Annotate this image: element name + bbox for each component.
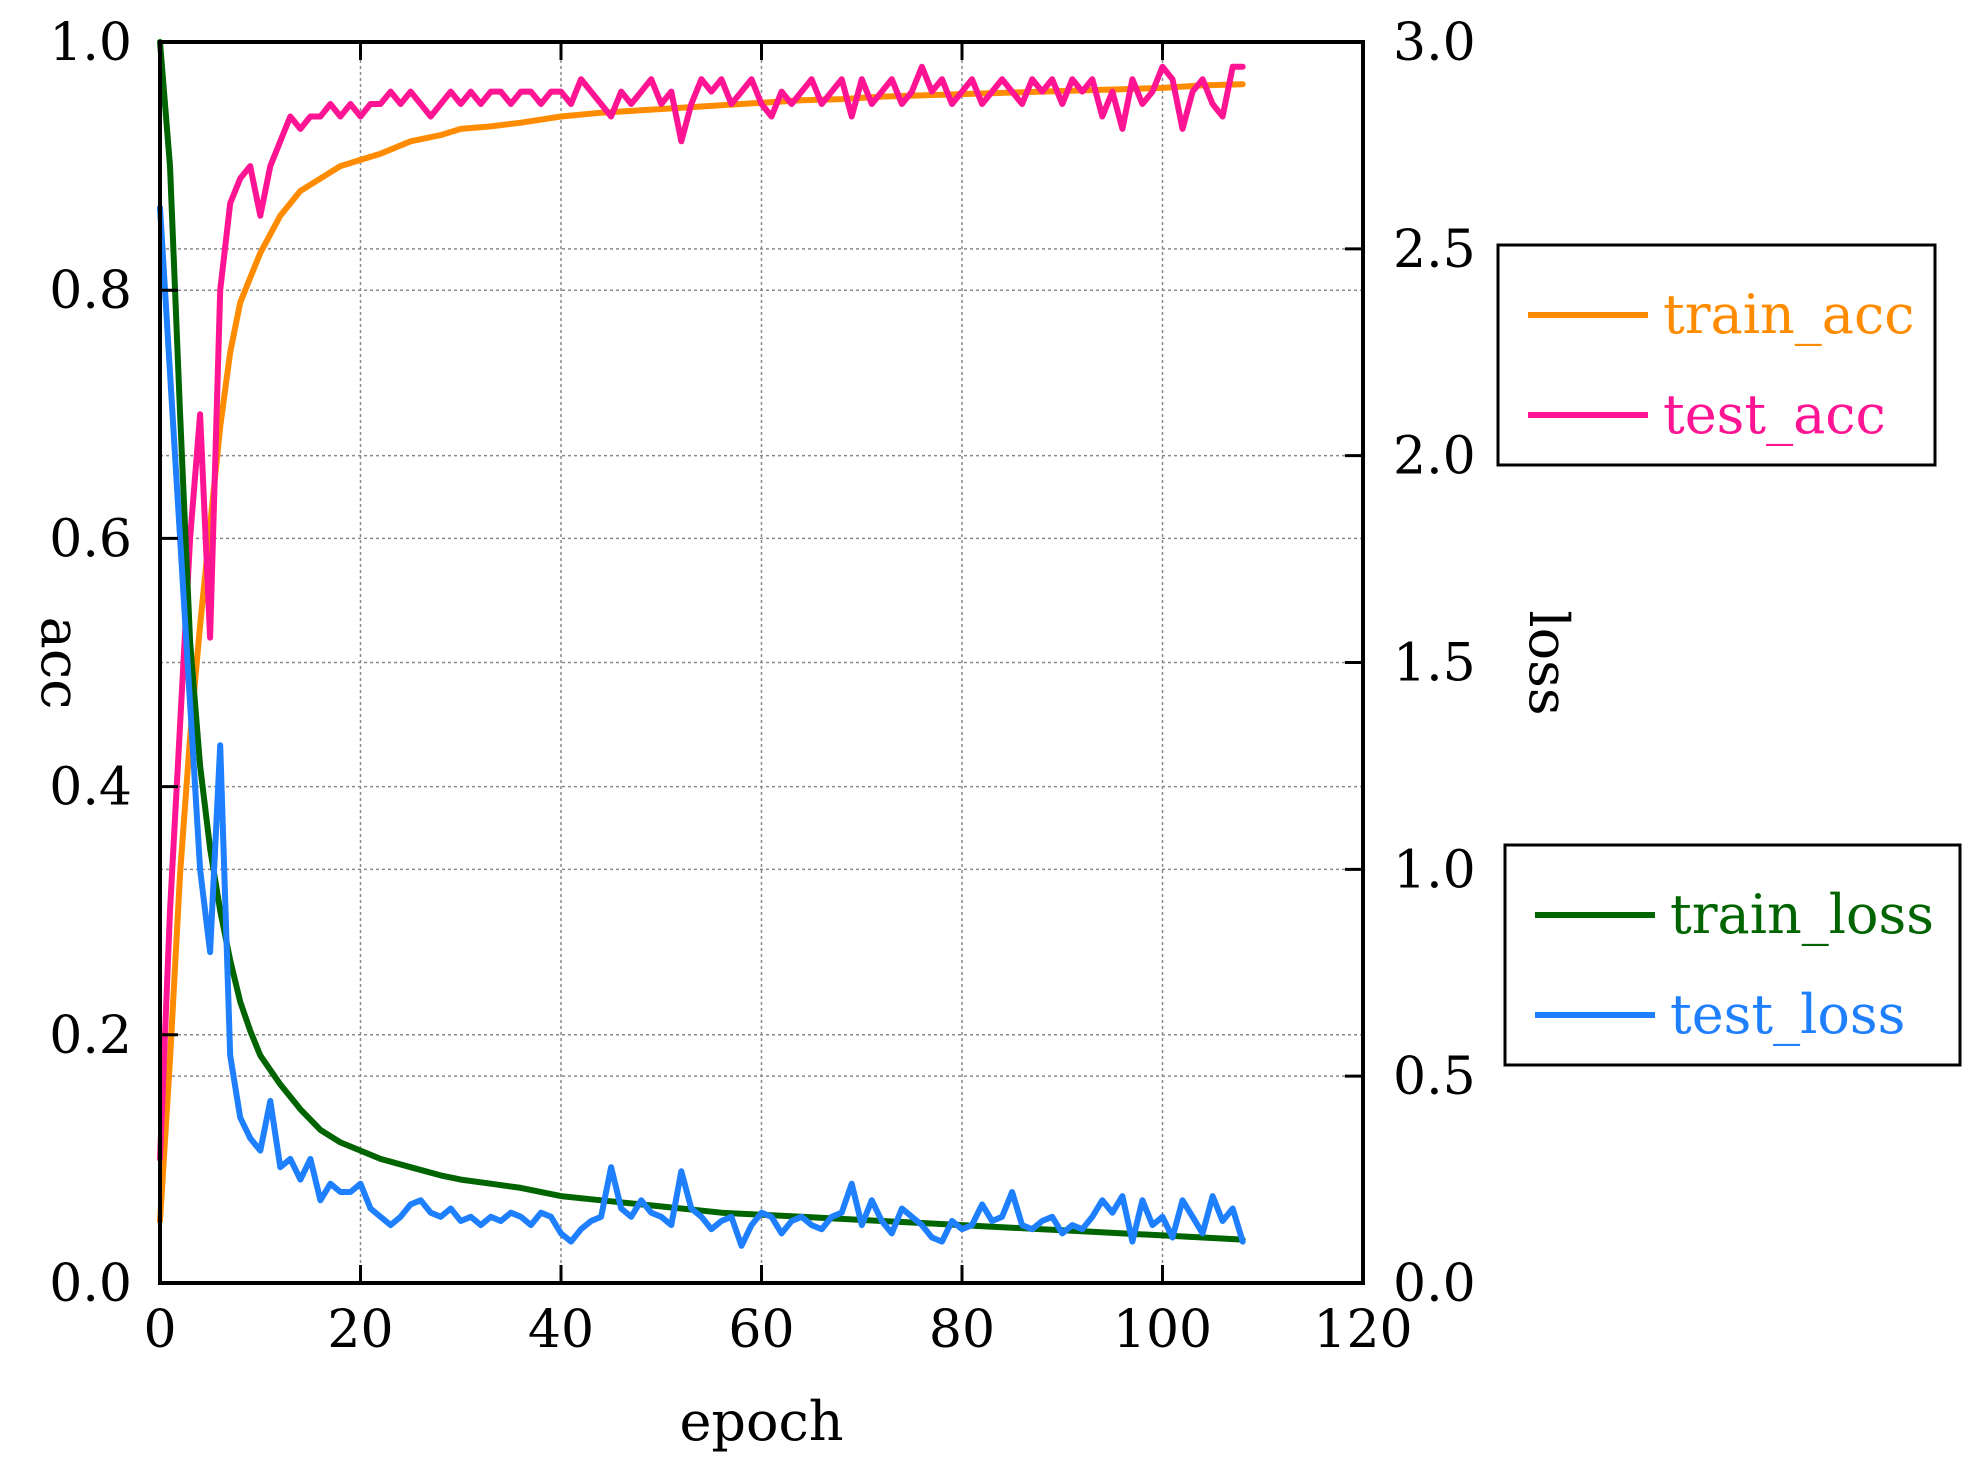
x-tick-label: 120 [1313,1300,1412,1360]
series-line-train-acc [157,81,1246,1224]
x-tick-label: 0 [143,1300,176,1360]
x-tick-label: 100 [1113,1300,1212,1360]
y-right-tick-label: 2.5 [1393,220,1476,280]
legend-label-train-acc: train_acc [1663,283,1914,346]
y-right-tick-label: 2.0 [1393,427,1476,487]
series-line-test-acc [157,63,1246,1162]
y-right-tick-label: 1.0 [1393,840,1476,900]
series-line-test-loss [157,204,1246,1249]
tick-layer: 0 20 40 60 80 100 1200.00.20.40.60.81.00.00.51… [49,13,1475,1360]
y-right-axis-label: loss [1517,610,1580,715]
y-right-tick-label: 0.5 [1393,1047,1476,1107]
series-line-train-loss [157,39,1246,1243]
y-left-axis-label: acc [29,617,92,710]
grid-layer [160,42,1363,1283]
legend-acc: train_acc test_acc [1496,243,1937,467]
x-tick-label: 20 [327,1300,393,1360]
y-right-tick-label: 1.5 [1393,634,1476,694]
y-right-tick-label: 3.0 [1393,13,1476,73]
legend-loss-frame [1503,843,1962,1067]
legend-acc-frame [1496,243,1937,467]
y-left-tick-label: 0.4 [49,758,132,818]
legend-label-test-acc: test_acc [1663,383,1886,446]
y-left-tick-label: 0.8 [49,261,132,321]
y-right-tick-label: 0.0 [1393,1254,1476,1314]
x-tick-label: 40 [528,1300,594,1360]
x-axis-label: epoch [679,1390,843,1453]
y-left-tick-label: 0.0 [49,1254,132,1314]
legend-label-train-loss: train_loss [1670,883,1934,946]
x-tick-label: 80 [929,1300,995,1360]
y-left-tick-label: 0.6 [49,509,132,569]
legend-loss: train_loss test_loss [1503,843,1962,1067]
y-left-tick-label: 0.2 [49,1006,132,1066]
y-left-tick-label: 1.0 [49,13,132,73]
x-tick-label: 60 [728,1300,794,1360]
series-layer [157,39,1246,1249]
legend-label-test-loss: test_loss [1670,983,1905,1046]
